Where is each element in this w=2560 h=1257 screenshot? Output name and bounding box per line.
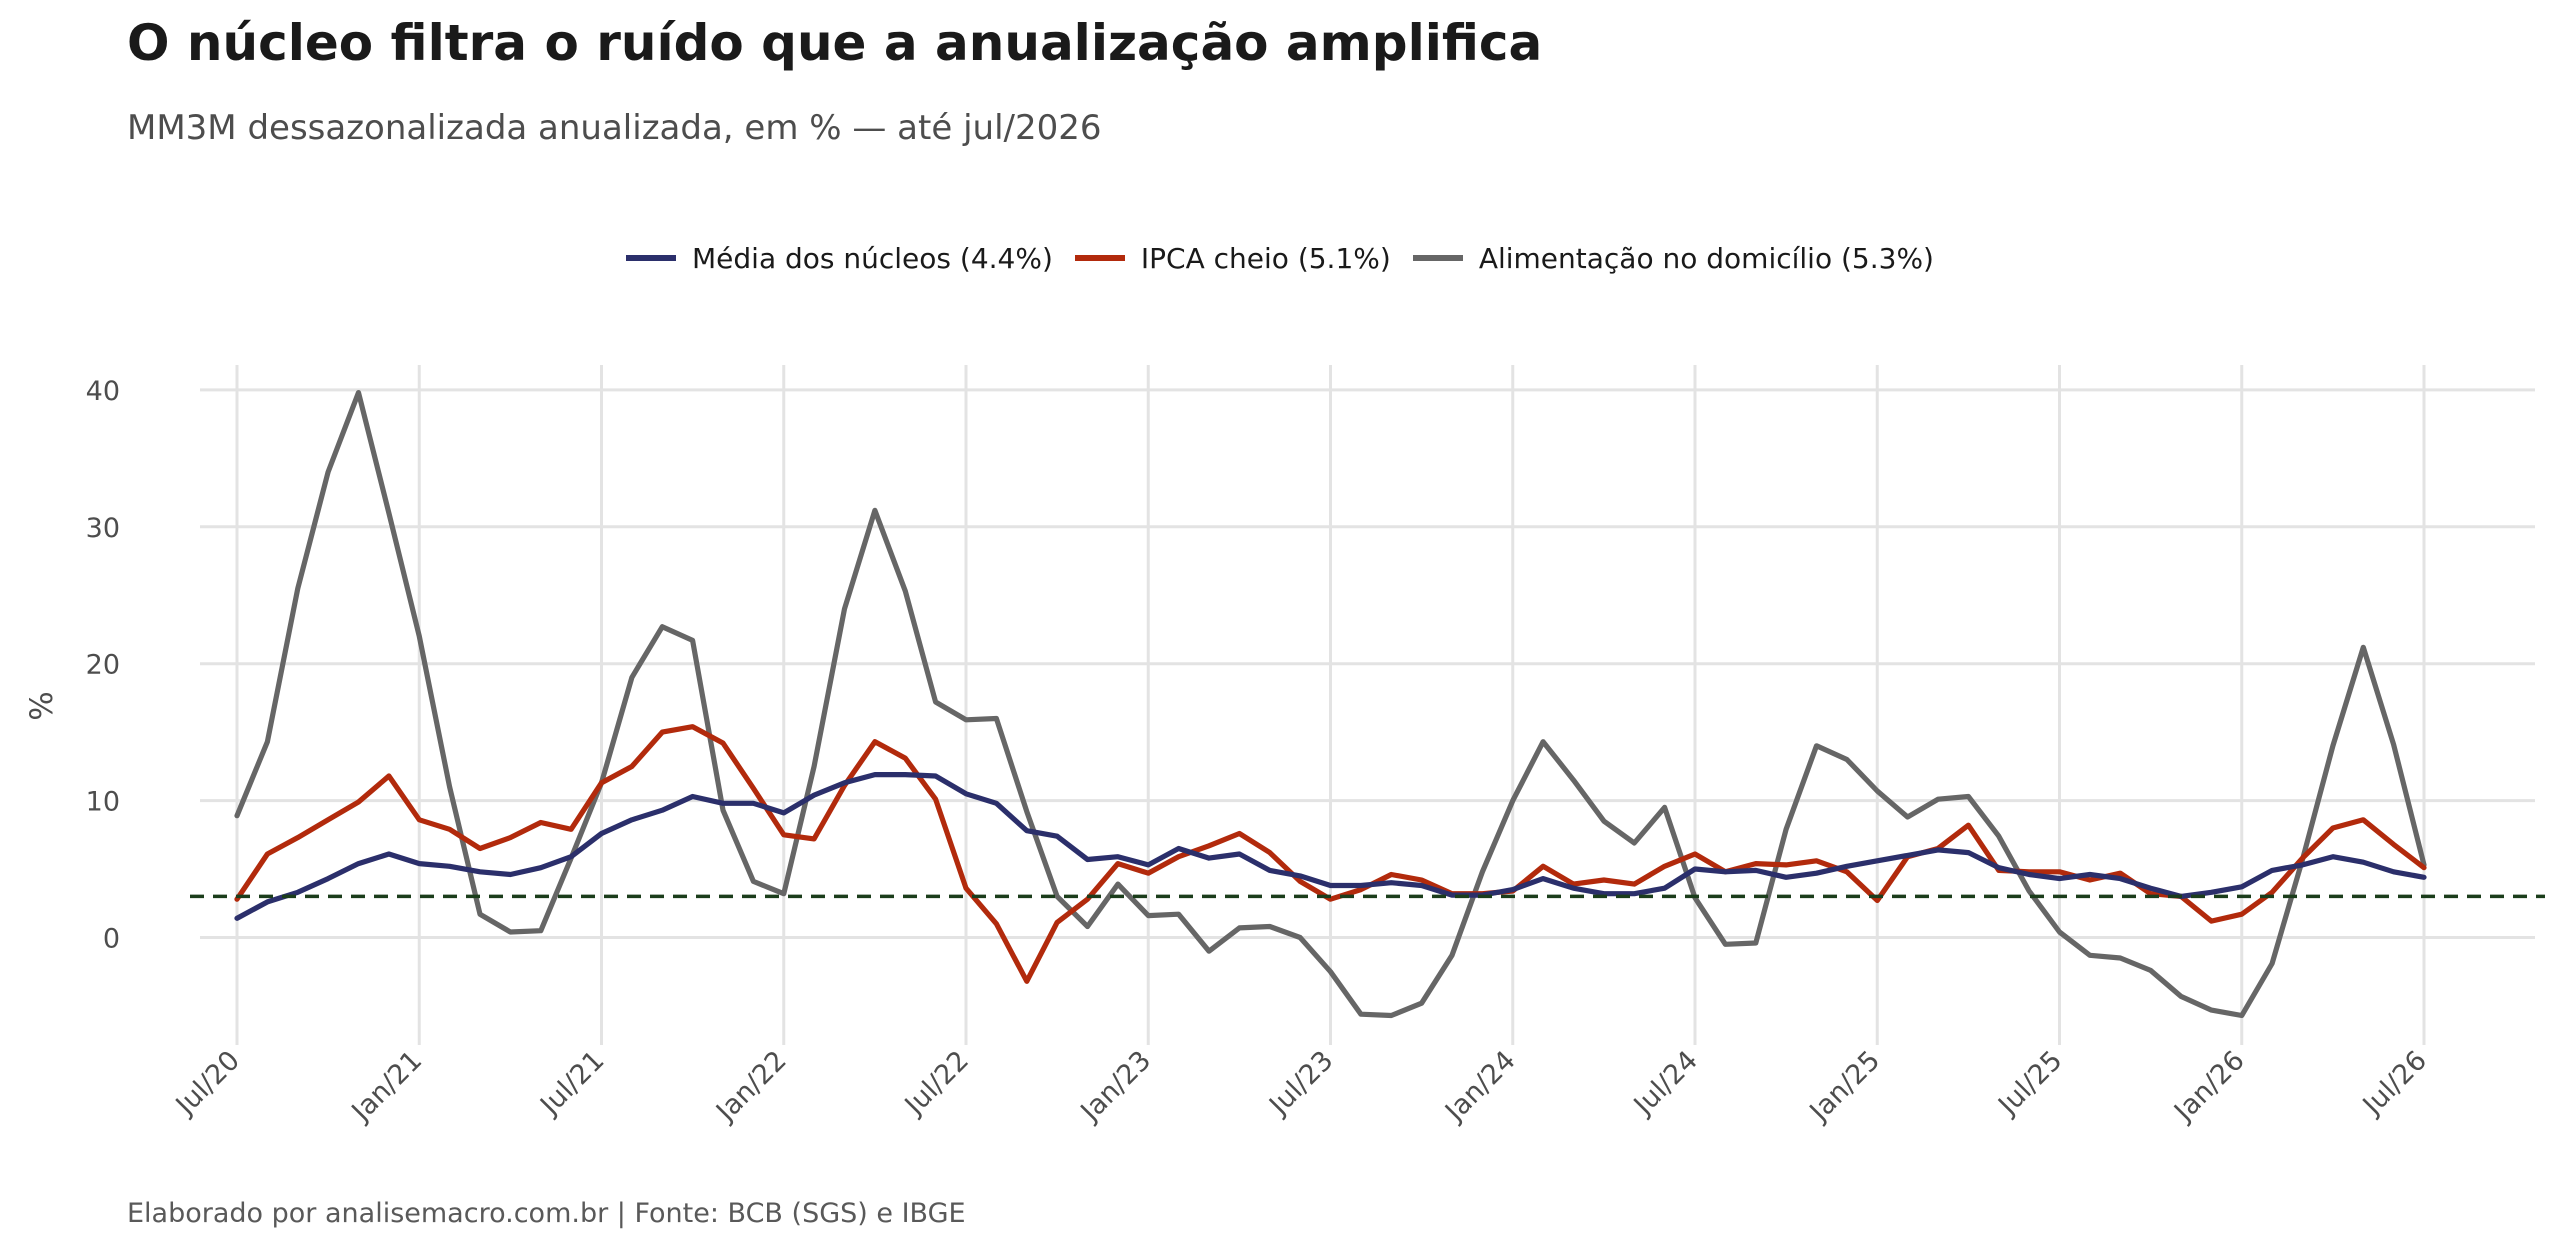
y-tick-label: 0 [103,924,120,955]
y-tick-label: 10 [86,787,120,818]
y-tick-label: 40 [86,376,120,407]
x-tick-label: Jul/20 [169,1045,246,1122]
legend-label-alimentacao: Alimentação no domicílio (5.3%) [1478,241,1934,275]
x-tick-label: Jul/24 [1627,1045,1704,1122]
x-tick-label: Jan/23 [1074,1045,1157,1128]
legend-item-nucleos: Média dos núcleos (4.4%) [626,242,1053,275]
legend-item-alimentacao: Alimentação no domicílio (5.3%) [1412,241,1934,275]
series-line-0 [234,771,2427,921]
x-tick-label: Jul/23 [1262,1045,1339,1122]
x-tick-label: Jan/21 [345,1045,428,1128]
y-tick-label: 30 [86,513,120,544]
legend-swatch-nucleos [626,255,676,261]
legend-swatch-ipca [1074,255,1125,261]
x-tick-label: Jul/21 [533,1045,610,1122]
chart-caption: Elaborado por analisemacro.com.br | Font… [127,1198,966,1229]
legend-item-ipca: IPCA cheio (5.1%) [1074,241,1391,275]
series-line-1 [234,724,2427,984]
legend-swatch-alimentacao [1412,255,1463,261]
chart-legend: Média dos núcleos (4.4%) IPCA cheio (5.1… [0,236,2560,280]
x-tick-label: Jul/26 [2356,1045,2433,1122]
x-tick-label: Jan/24 [1438,1045,1521,1128]
legend-label-nucleos: Média dos núcleos (4.4%) [692,241,1053,275]
x-tick-label: Jul/22 [898,1045,975,1122]
y-axis-label: % [24,691,60,720]
y-tick-label: 20 [86,650,120,681]
x-tick-label: Jan/22 [709,1045,792,1128]
x-tick-label: Jan/26 [2167,1045,2250,1128]
legend-label-ipca: IPCA cheio (5.1%) [1140,241,1391,275]
chart-title: O núcleo filtra o ruído que a anualizaçã… [127,14,1543,72]
x-tick-label: Jan/25 [1803,1045,1886,1128]
x-tick-label: Jul/25 [1991,1045,2068,1122]
chart-subtitle: MM3M dessazonalizada anualizada, em % — … [127,108,1102,148]
